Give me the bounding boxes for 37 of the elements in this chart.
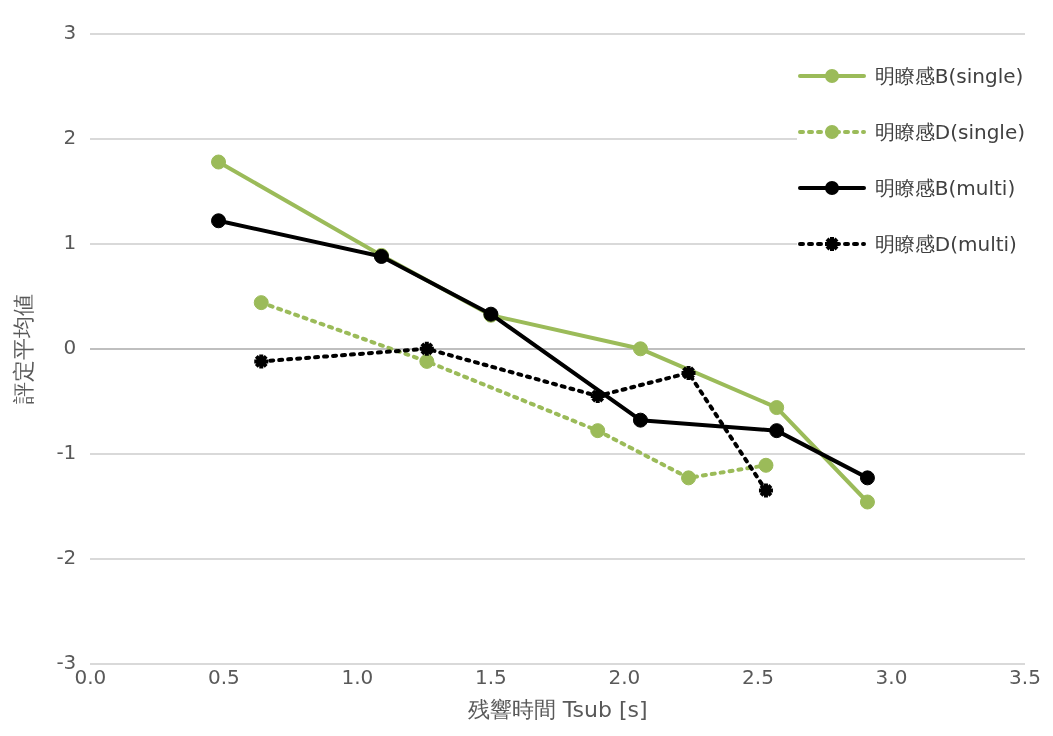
point — [211, 213, 227, 229]
point — [590, 423, 606, 439]
point — [681, 470, 697, 486]
point — [859, 470, 875, 486]
point — [253, 295, 269, 311]
point — [769, 400, 785, 416]
point — [419, 353, 435, 369]
x-tick-label: 0.5 — [207, 664, 240, 689]
x-tick-label: 0.0 — [74, 664, 107, 689]
x-tick-label: 3.5 — [1009, 664, 1041, 689]
point — [417, 339, 436, 358]
y-tick-label: 0 — [63, 335, 77, 359]
y-tick-label: 3 — [63, 20, 77, 45]
x-tick-label: 1.0 — [341, 664, 374, 689]
x-tick-label: 3.0 — [875, 664, 908, 689]
point — [756, 481, 775, 500]
legend-label: 明瞭感D(single) — [874, 118, 1025, 146]
y-tick-label: 2 — [63, 125, 77, 150]
point — [769, 423, 785, 439]
y-axis-title: 評定平均値 — [10, 293, 36, 404]
point — [211, 154, 227, 170]
point — [859, 494, 875, 510]
x-tick-label: 2.5 — [742, 664, 774, 689]
x-tick-label: 1.5 — [475, 664, 507, 689]
y-tick-label: -1 — [56, 439, 77, 464]
legend-label: 明瞭感B(multi) — [874, 174, 1016, 202]
legend-label: 明瞭感B(single) — [874, 62, 1024, 90]
legend-label: 明瞭感D(multi) — [874, 230, 1017, 258]
point — [252, 352, 271, 371]
y-tick-label: -2 — [56, 544, 77, 569]
point — [632, 341, 648, 357]
point — [758, 457, 774, 473]
y-tick-label: -3 — [56, 649, 77, 674]
x-tick-label: 2.0 — [608, 664, 641, 689]
point — [632, 412, 648, 428]
x-axis-title: 残響時間 Tsub [s] — [467, 696, 648, 722]
y-tick-label: 1 — [63, 230, 77, 255]
